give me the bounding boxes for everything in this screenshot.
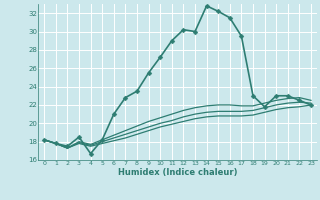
X-axis label: Humidex (Indice chaleur): Humidex (Indice chaleur) [118,168,237,177]
